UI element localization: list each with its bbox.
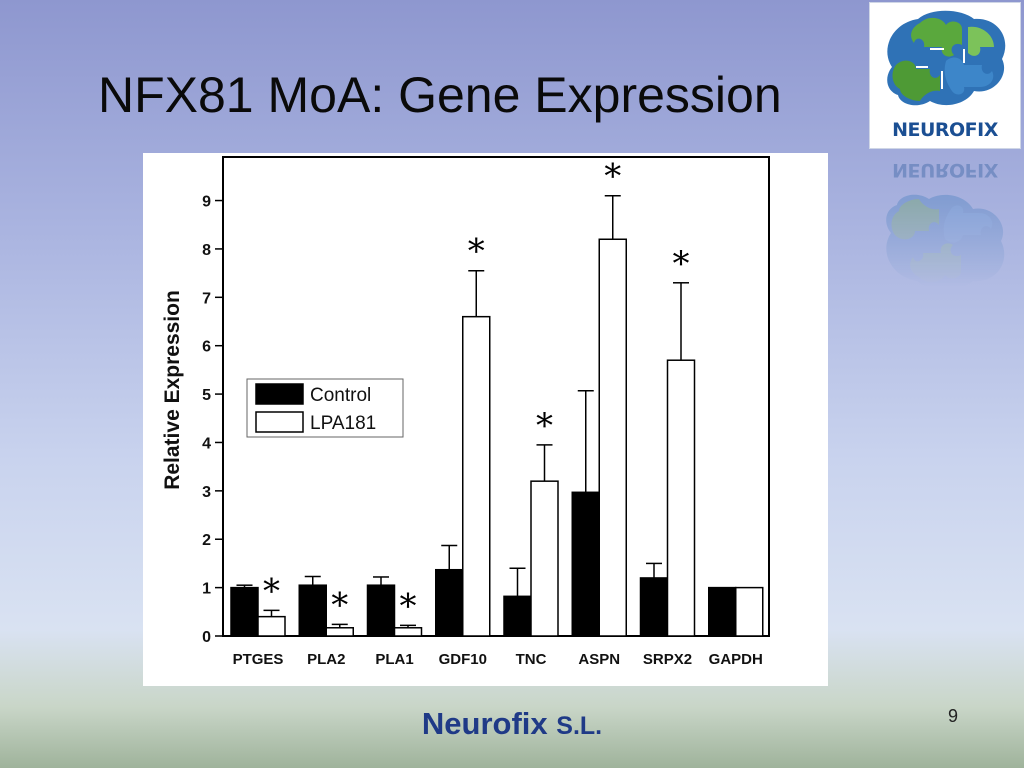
legend-label-lpa181: LPA181	[310, 413, 376, 434]
legend-label-control: Control	[310, 385, 371, 406]
puzzle-brain-reflection-icon	[886, 194, 1005, 287]
x-tick-label: ASPN	[578, 651, 620, 668]
significance-asterisk: *	[536, 406, 553, 446]
y-tick-label: 7	[202, 290, 211, 307]
bar-control	[435, 568, 464, 637]
bar-lpa181	[666, 359, 696, 637]
y-tick-label: 6	[202, 339, 211, 356]
legend-swatch-lpa181	[255, 411, 304, 433]
bar-lpa181	[393, 627, 423, 637]
x-tick-label: PTGES	[233, 651, 284, 668]
plot-frame	[222, 156, 770, 637]
bar-lpa181	[598, 238, 627, 637]
page-number: 9	[948, 706, 959, 726]
bar-lpa181	[735, 586, 764, 637]
logo-text-reflection: NEUROFIX	[892, 159, 998, 181]
x-tick-label: PLA2	[307, 651, 345, 668]
significance-asterisk: *	[673, 244, 690, 284]
bar-control	[639, 577, 669, 637]
bar-lpa181	[257, 615, 286, 637]
y-tick-label: 3	[202, 484, 211, 501]
x-tick-label: GDF10	[439, 651, 487, 668]
x-tick-label: SRPX2	[643, 651, 692, 668]
chart-legend: Control LPA181	[246, 378, 404, 438]
bar-control	[366, 584, 396, 637]
bar-control	[503, 595, 532, 637]
significance-asterisk: *	[331, 585, 348, 625]
logo-reflection: NEUROFIX	[869, 152, 1021, 287]
bar-lpa181	[325, 627, 354, 637]
y-tick-label: 1	[202, 581, 211, 598]
y-axis-label: Relative Expression	[161, 290, 184, 490]
bar-control	[298, 584, 327, 637]
footer-company-suffix: S.L.	[556, 712, 603, 740]
x-tick-label: PLA1	[375, 651, 413, 668]
x-tick-label: TNC	[516, 651, 547, 668]
significance-asterisk: *	[604, 157, 621, 197]
slide-title: NFX81 MoA: Gene Expression	[98, 67, 782, 123]
x-tick-label: GAPDH	[709, 651, 763, 668]
logo-text: NEUROFIX	[892, 119, 998, 141]
y-tick-label: 0	[202, 629, 211, 646]
footer-company-name: Neurofix S.L.	[0, 706, 1024, 742]
significance-asterisk: *	[400, 586, 417, 626]
bar-control	[708, 586, 737, 637]
bar-lpa181	[530, 480, 559, 637]
y-tick-label: 2	[202, 532, 211, 549]
y-tick-label: 4	[202, 435, 211, 452]
footer-company: Neurofix	[421, 706, 548, 741]
y-tick-label: 9	[202, 194, 211, 211]
y-tick-label: 5	[202, 387, 211, 404]
legend-swatch-control	[255, 383, 304, 405]
bar-control	[230, 586, 259, 637]
bar-chart: 0 1 2 3 4 5 6 7 8 9 * PTGES * PLA2 * PLA1 * GDF10 * TNC * ASP…	[161, 156, 770, 668]
y-tick-label: 8	[202, 242, 211, 259]
bar-control	[571, 491, 600, 637]
significance-asterisk: *	[263, 571, 280, 611]
neurofix-logo: NEUROFIX	[869, 2, 1021, 149]
puzzle-brain-icon	[887, 10, 1006, 106]
bar-chart-panel: 0 1 2 3 4 5 6 7 8 9 * PTGES * PLA2 * PLA1 * GDF10 * TNC * ASP…	[143, 153, 828, 686]
bar-lpa181	[462, 315, 491, 637]
significance-asterisk: *	[468, 232, 485, 272]
